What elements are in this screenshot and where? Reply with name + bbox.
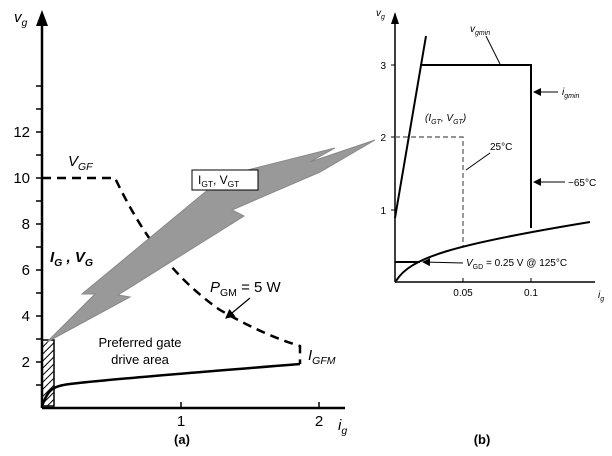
temp-25-pointer — [465, 152, 491, 171]
y-tick-label: 4 — [22, 308, 30, 325]
y-arrow — [391, 12, 399, 24]
y-tick-label: 8 — [22, 216, 30, 233]
y-tick-label: 1 — [380, 206, 386, 217]
hatched-region — [41, 339, 55, 407]
min-curve — [40, 362, 301, 407]
text-part: GT — [431, 119, 441, 126]
y-tick-label: 2 — [22, 354, 30, 371]
text-part: I — [198, 173, 201, 187]
vgmin-pointer — [485, 35, 501, 65]
x-tick-label: 2 — [315, 413, 323, 430]
text-part: GT — [228, 179, 240, 189]
text-part: i — [338, 417, 342, 434]
x-tick-label: 1 — [177, 413, 185, 430]
text-part: , V — [213, 173, 228, 187]
igfm-label: IGFM — [308, 347, 336, 367]
text-part: I — [50, 249, 55, 266]
pgm-label: PGM = 5 W — [210, 279, 282, 299]
text-part: v — [376, 8, 382, 19]
text-part: G — [85, 257, 93, 269]
panel-b: 1 2 3 0.05 0.1 vg ig vgmin igmin (IGT, V… — [376, 8, 604, 447]
steep-line — [394, 35, 427, 219]
igt-vgt-label: (IGT, VGT) — [425, 113, 466, 126]
boundary — [420, 64, 532, 228]
y-tick-label: 10 — [13, 170, 30, 187]
text-part: I — [308, 347, 312, 364]
vgd-pointer — [422, 258, 464, 267]
text-part: V — [75, 249, 87, 266]
text-part: g — [22, 17, 28, 29]
text-part: , — [62, 249, 75, 266]
text-part: v — [14, 9, 23, 26]
text-part: , V — [441, 113, 455, 124]
caption: (b) — [474, 432, 491, 447]
pgm-curve — [42, 176, 302, 364]
y-axis-label: vg — [14, 9, 28, 29]
text-part: ) — [462, 113, 466, 124]
x-axis-label: ig — [598, 290, 604, 303]
vgmin-label: vgmin — [470, 24, 490, 37]
text-part: P — [210, 279, 220, 296]
dashed-25c — [395, 136, 464, 246]
text-part: (I — [425, 113, 431, 124]
y-tick-label: 3 — [380, 61, 386, 72]
text-part: = 0.25 V @ 125°C — [483, 258, 567, 269]
text-part: GFM — [312, 355, 336, 367]
x-tick-label: 0.1 — [524, 288, 538, 299]
preferred-area-line: drive area — [111, 352, 170, 367]
igmin-label: igmin — [562, 87, 580, 100]
ig-vg-label: IG , VG — [50, 249, 93, 269]
igt-vgt-box — [191, 169, 259, 191]
temp-25-label: 25°C — [490, 142, 512, 153]
text-part: g — [381, 14, 385, 21]
text-part: g — [341, 425, 347, 437]
preferred-area-line: Preferred gate — [98, 335, 181, 350]
text-part: GM — [220, 287, 237, 299]
x-tick-label: 0.05 — [453, 288, 473, 299]
igt-vgt-label: IGT, VGT — [198, 173, 239, 189]
text-part: GT — [201, 179, 213, 189]
text-part: GT — [453, 119, 463, 126]
pgm-pointer — [225, 297, 251, 319]
text-part: v — [470, 24, 476, 35]
text-part: gmin — [564, 93, 579, 100]
y-tick-label: 2 — [380, 133, 386, 144]
vgd-label: VGD = 0.25 V @ 125°C — [466, 258, 567, 271]
text-part: i — [562, 87, 565, 98]
ticks — [391, 64, 532, 282]
text-part: V — [466, 258, 474, 269]
text-part: GF — [78, 161, 93, 173]
text-part: GD — [473, 264, 484, 271]
y-tick-labels: 2 4 6 8 10 12 — [13, 124, 30, 371]
y-tick-label: 12 — [13, 124, 30, 141]
text-part: i — [598, 290, 601, 301]
text-part: = 5 W — [237, 279, 282, 296]
vgf-label: VGF — [68, 153, 93, 173]
y-arrow — [36, 10, 48, 26]
y-axis-label: vg — [376, 8, 385, 21]
x-axis-label: ig — [338, 417, 347, 437]
caption: (a) — [174, 432, 190, 447]
lower-curve — [395, 221, 591, 282]
y-ticks — [36, 85, 320, 408]
temp-m65-label: −65°C — [568, 178, 596, 189]
y-tick-label: 6 — [22, 262, 30, 279]
panel-a: 2 4 6 8 10 12 1 2 vg ig VGF IG , VG IGT,… — [13, 9, 376, 447]
text-part: V — [68, 153, 80, 170]
text-part: G — [54, 257, 62, 269]
text-part: gmin — [475, 30, 490, 37]
text-part: g — [600, 296, 604, 303]
